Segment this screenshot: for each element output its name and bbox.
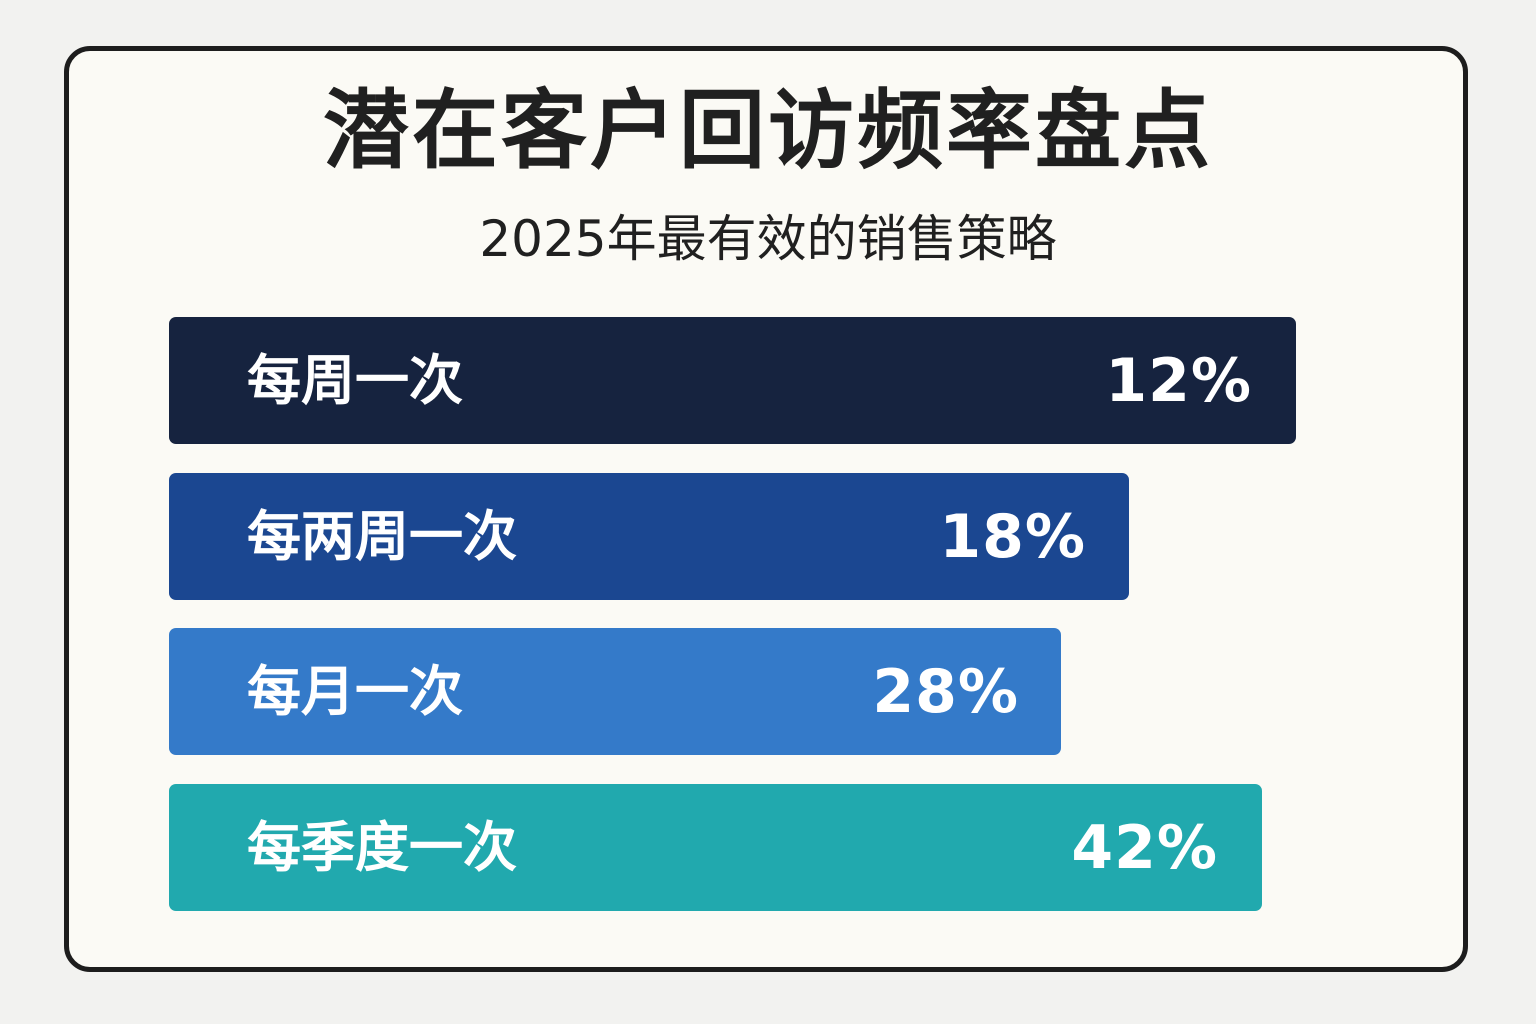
bar-value-label: 12% — [1105, 345, 1252, 416]
bar-label: 每周一次 — [247, 348, 463, 412]
bar-label: 每两周一次 — [247, 504, 517, 568]
bar-label: 每月一次 — [247, 659, 463, 723]
bar-value-label: 28% — [872, 656, 1019, 727]
chart-subtitle: 2025年最有效的销售策略 — [479, 210, 1057, 268]
bar: 每月一次 28% — [169, 628, 1061, 755]
bar: 每周一次 12% — [169, 317, 1296, 444]
chart-title: 潜在客户回访频率盘点 — [323, 81, 1213, 181]
bar: 每季度一次 42% — [169, 784, 1262, 911]
bar-value-label: 42% — [1071, 812, 1218, 883]
bar-label: 每季度一次 — [247, 815, 517, 879]
bar-value-label: 18% — [939, 501, 1086, 572]
bar: 每两周一次 18% — [169, 473, 1129, 600]
